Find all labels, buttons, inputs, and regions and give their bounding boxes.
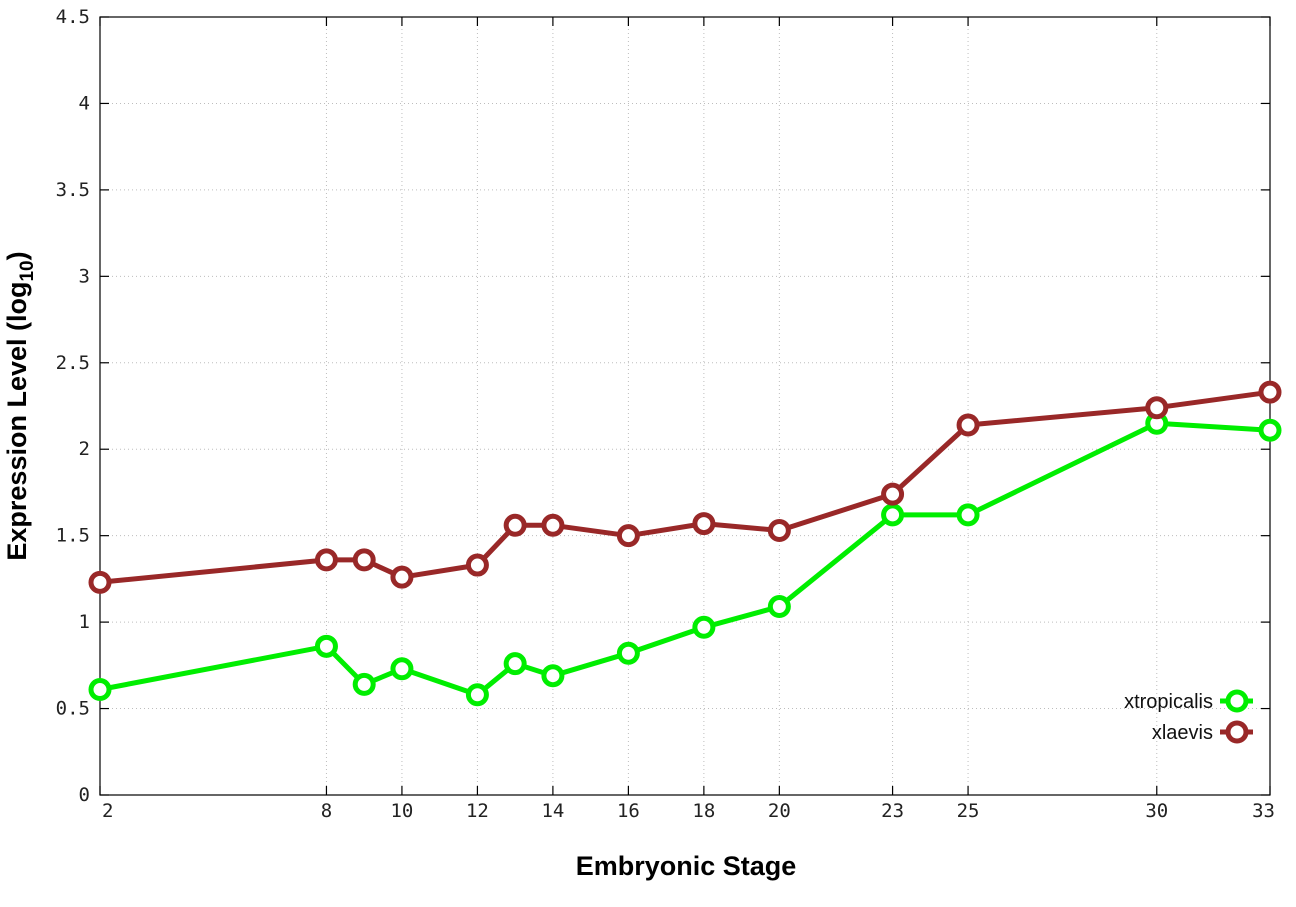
x-tick-label: 2 — [102, 800, 113, 822]
data-point-xtropicalis — [881, 503, 905, 527]
y-tick-label: 4.5 — [56, 6, 90, 28]
legend-item-xlaevis: xlaevis — [1152, 720, 1253, 744]
y-tick-label: 3.5 — [56, 179, 90, 201]
data-point-xtropicalis — [503, 652, 527, 676]
y-tick-label: 2.5 — [56, 352, 90, 374]
series-layer — [88, 380, 1282, 707]
data-point-xtropicalis — [88, 678, 112, 702]
data-point-xlaevis — [503, 513, 527, 537]
data-point-xlaevis — [1258, 380, 1282, 404]
data-point-xlaevis — [390, 565, 414, 589]
data-point-xlaevis — [465, 553, 489, 577]
x-tick-label: 20 — [768, 800, 791, 822]
legend-label: xlaevis — [1152, 722, 1213, 744]
x-tick-label: 12 — [466, 800, 489, 822]
data-point-xtropicalis — [616, 641, 640, 665]
y-axis-title-subscript: 10 — [17, 260, 38, 281]
legend-label: xtropicalis — [1124, 691, 1213, 713]
data-point-xlaevis — [956, 413, 980, 437]
plot-area — [100, 17, 1270, 795]
plot-border — [99, 16, 1271, 796]
y-axis-title-main: Expression Level (log — [2, 282, 32, 561]
x-axis-title: Embryonic Stage — [576, 851, 797, 881]
data-point-xlaevis — [88, 570, 112, 594]
y-tick-label: 3 — [79, 265, 90, 287]
y-tick-label: 1.5 — [56, 525, 90, 547]
data-point-xtropicalis — [352, 672, 376, 696]
data-point-xtropicalis — [314, 634, 338, 658]
x-tick-label: 25 — [957, 800, 980, 822]
data-point-xlaevis — [616, 524, 640, 548]
y-axis-title-close: ) — [2, 251, 32, 260]
legend: xtropicalis xlaevis — [1124, 689, 1253, 744]
series-xlaevis — [88, 380, 1282, 594]
y-tick-label: 0.5 — [56, 698, 90, 720]
x-tick-label: 18 — [692, 800, 715, 822]
data-point-xtropicalis — [767, 595, 791, 619]
data-point-xlaevis — [692, 512, 716, 536]
data-point-xtropicalis — [465, 683, 489, 707]
data-point-xlaevis — [352, 548, 376, 572]
data-point-xtropicalis — [956, 503, 980, 527]
x-tick-label: 30 — [1145, 800, 1168, 822]
x-tick-label: 33 — [1252, 800, 1275, 822]
data-point-xlaevis — [314, 548, 338, 572]
x-tick-label: 10 — [390, 800, 413, 822]
y-axis-title: Expression Level (log10) — [2, 251, 38, 560]
data-point-xlaevis — [881, 482, 905, 506]
series-xtropicalis — [88, 411, 1282, 707]
data-point-xtropicalis — [390, 657, 414, 681]
y-tick-label: 4 — [79, 92, 90, 114]
data-point-xlaevis — [1145, 396, 1169, 420]
legend-marker-swatch — [1225, 720, 1249, 744]
data-point-xtropicalis — [541, 664, 565, 688]
data-point-xlaevis — [767, 518, 791, 542]
data-point-xtropicalis — [692, 615, 716, 639]
y-tick-label: 1 — [79, 611, 90, 633]
legend-marker-swatch — [1225, 689, 1249, 713]
legend-item-xtropicalis: xtropicalis — [1124, 689, 1253, 713]
x-tick-label: 14 — [541, 800, 564, 822]
data-point-xtropicalis — [1258, 418, 1282, 442]
x-tick-label: 16 — [617, 800, 640, 822]
y-tick-label: 0 — [79, 784, 90, 806]
x-tick-label: 23 — [881, 800, 904, 822]
y-tick-label: 2 — [79, 438, 90, 460]
axis-ticks: 0 0.5 1 1.5 2 2.5 3 3.5 4 4.5 2 8 10 12 14 16 18 20 23 25 30… — [56, 6, 1275, 822]
x-tick-label: 8 — [321, 800, 332, 822]
data-point-xlaevis — [541, 513, 565, 537]
